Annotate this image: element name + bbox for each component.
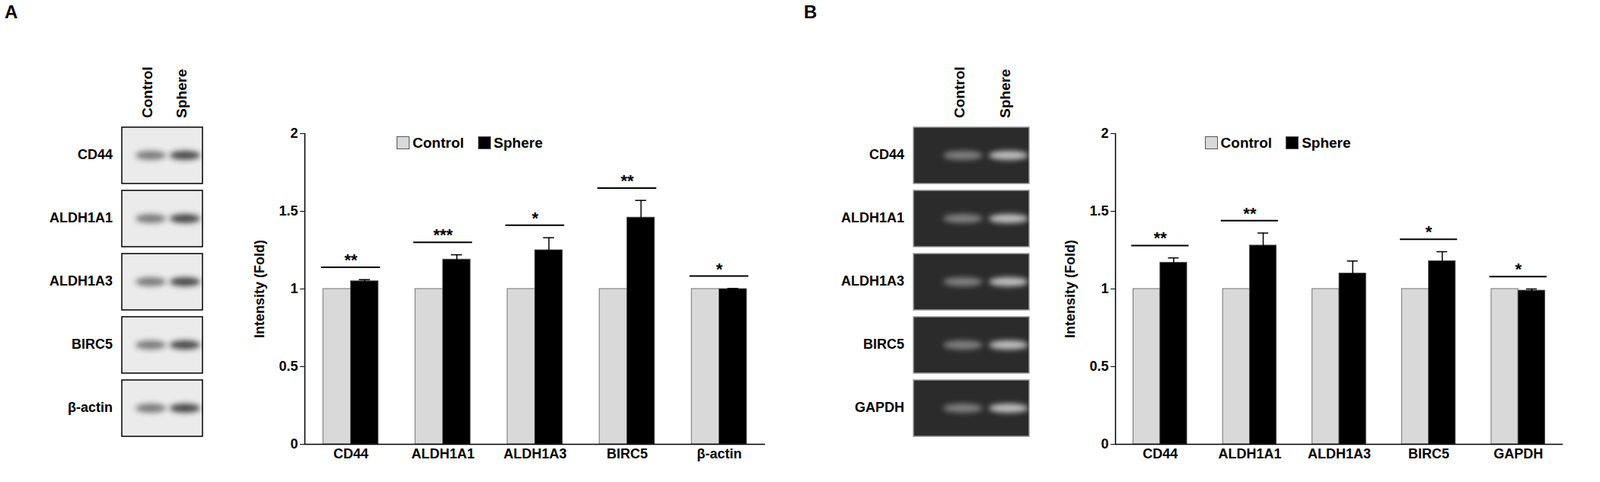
svg-text:0.5: 0.5 [1089,358,1109,374]
svg-text:GAPDH: GAPDH [1493,446,1543,462]
svg-text:Sphere: Sphere [997,69,1014,118]
html-text:Sphere: Sphere [1301,134,1351,151]
svg-text:1: 1 [290,280,298,297]
svg-text:BIRC5: BIRC5 [606,446,648,462]
svg-text:β-actin: β-actin [67,399,113,415]
html-text:A: A [4,1,18,23]
svg-text:*: * [532,208,539,228]
svg-text:**: ** [344,250,358,270]
svg-text:Control: Control [951,66,968,118]
svg-text:Intensity (Fold): Intensity (Fold) [1062,239,1078,338]
svg-text:CD44: CD44 [333,446,369,462]
svg-text:Intensity (Fold): Intensity (Fold) [251,239,268,338]
svg-text:ALDH1A3: ALDH1A3 [503,446,567,462]
svg-text:CD44: CD44 [1142,446,1178,462]
svg-text:Control: Control [139,66,156,118]
svg-text:Sphere: Sphere [173,69,190,118]
svg-text:ALDH1A1: ALDH1A1 [49,210,113,226]
svg-text:***: *** [433,225,453,245]
svg-text:ALDH1A3: ALDH1A3 [841,273,905,289]
svg-text:*: * [1514,259,1522,279]
svg-text:1: 1 [1100,280,1109,297]
svg-text:2: 2 [1100,125,1109,141]
svg-text:CD44: CD44 [77,146,113,163]
svg-text:**: ** [620,171,635,191]
svg-text:*: * [1425,222,1433,242]
svg-text:BIRC5: BIRC5 [1408,446,1450,462]
html-text:Sphere: Sphere [493,134,543,151]
svg-text:ALDH1A3: ALDH1A3 [1307,446,1371,462]
svg-text:ALDH1A1: ALDH1A1 [841,210,905,226]
html-text:Control: Control [412,134,464,151]
svg-text:β-actin: β-actin [697,446,743,462]
svg-text:ALDH1A3: ALDH1A3 [49,273,113,289]
svg-text:0.5: 0.5 [278,358,298,374]
svg-text:0: 0 [1100,436,1109,452]
svg-text:GAPDH: GAPDH [854,399,905,415]
html-text:B: B [803,1,817,23]
svg-text:2: 2 [290,125,298,141]
html-text:Control: Control [1220,134,1273,151]
svg-text:1.5: 1.5 [1089,203,1109,219]
svg-text:1.5: 1.5 [278,203,298,219]
svg-text:CD44: CD44 [869,146,905,163]
svg-text:BIRC5: BIRC5 [863,336,905,352]
svg-text:ALDH1A1: ALDH1A1 [411,446,475,462]
svg-text:BIRC5: BIRC5 [71,336,113,352]
svg-text:ALDH1A1: ALDH1A1 [1217,446,1282,462]
svg-text:0: 0 [290,436,298,452]
svg-text:**: ** [1243,203,1257,224]
svg-text:**: ** [1153,228,1168,248]
svg-text:*: * [716,259,724,279]
